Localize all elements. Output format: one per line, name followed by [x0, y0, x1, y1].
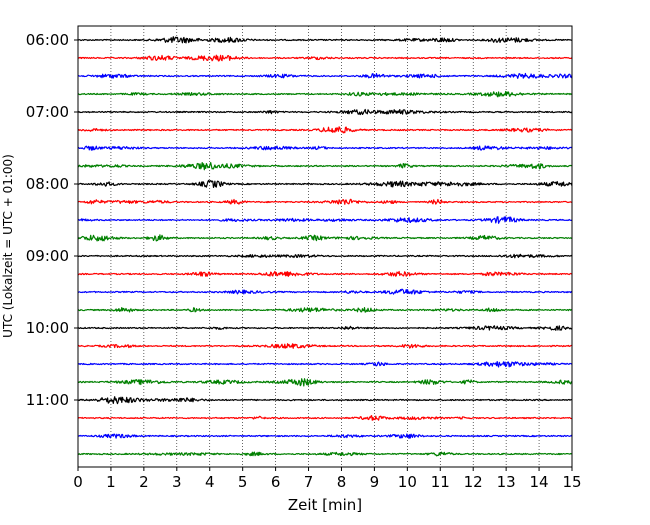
- x-tick-label: 7: [304, 473, 314, 491]
- trace-0800: [77, 179, 573, 189]
- x-axis-label: Zeit [min]: [288, 496, 362, 514]
- trace-1030: [77, 360, 573, 368]
- y-axis-label: UTC (Lokalzeit = UTC + 01:00): [1, 154, 15, 338]
- x-tick-label: 4: [205, 473, 215, 491]
- x-tick-label: 5: [238, 473, 248, 491]
- y-axis-ticks: 06:00 07:00 08:00 09:00 10:00 11:00: [26, 31, 78, 409]
- x-tick-label: 11: [431, 473, 450, 491]
- y-tick-label: 07:00: [26, 103, 69, 121]
- trace-1115: [77, 415, 573, 421]
- x-tick-label: 15: [562, 473, 581, 491]
- x-tick-label: 9: [370, 473, 380, 491]
- y-tick-label: 08:00: [26, 175, 69, 193]
- x-tick-label: 2: [139, 473, 149, 491]
- x-tick-label: 14: [530, 473, 549, 491]
- plot-area: [78, 26, 572, 467]
- x-tick-label: 8: [337, 473, 347, 491]
- traces: [77, 36, 573, 457]
- y-tick-label: 06:00: [26, 31, 69, 49]
- trace-0615: [77, 54, 573, 62]
- trace-0830: [77, 216, 573, 224]
- trace-0930: [77, 288, 573, 295]
- y-tick-label: 11:00: [26, 391, 69, 409]
- x-tick-label: 0: [73, 473, 83, 491]
- trace-0630: [77, 72, 573, 79]
- trace-0730: [77, 145, 573, 151]
- trace-0845: [77, 234, 573, 242]
- trace-1015: [77, 343, 573, 349]
- trace-0815: [77, 198, 573, 205]
- trace-0915: [77, 270, 573, 277]
- trace-0700: [77, 108, 573, 116]
- trace-0600: [77, 36, 573, 44]
- x-tick-label: 10: [398, 473, 417, 491]
- trace-0645: [77, 90, 573, 98]
- trace-0745: [77, 162, 573, 171]
- trace-1045: [77, 378, 573, 387]
- x-tick-label: 3: [172, 473, 182, 491]
- trace-0945: [77, 307, 573, 313]
- plot-frame: [77, 25, 573, 468]
- x-tick-label: 12: [464, 473, 483, 491]
- x-tick-label: 13: [497, 473, 516, 491]
- trace-1130: [77, 433, 573, 439]
- trace-0715: [77, 126, 573, 134]
- trace-1000: [77, 325, 573, 331]
- x-axis-ticks: 0 1 2 3 4 5 6 7 8 9 10 11 12 13 14 15: [73, 467, 582, 491]
- x-tick-label: 6: [271, 473, 281, 491]
- trace-1145: [77, 451, 573, 457]
- trace-0900: [77, 253, 573, 259]
- trace-1100: [77, 396, 573, 405]
- y-tick-label: 10:00: [26, 319, 69, 337]
- y-tick-label: 09:00: [26, 247, 69, 265]
- x-tick-label: 1: [106, 473, 116, 491]
